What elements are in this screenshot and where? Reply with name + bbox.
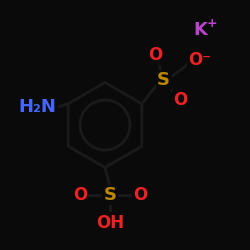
Text: H₂N: H₂N [18,98,57,116]
Text: OH: OH [96,214,124,232]
Text: S: S [157,71,170,89]
Text: +: + [207,17,217,30]
Text: O⁻: O⁻ [188,51,212,69]
Text: O: O [173,91,187,109]
Text: S: S [104,186,117,204]
Text: O: O [73,186,87,204]
Text: K: K [193,21,207,39]
Text: O: O [148,46,162,64]
Text: O: O [133,186,147,204]
